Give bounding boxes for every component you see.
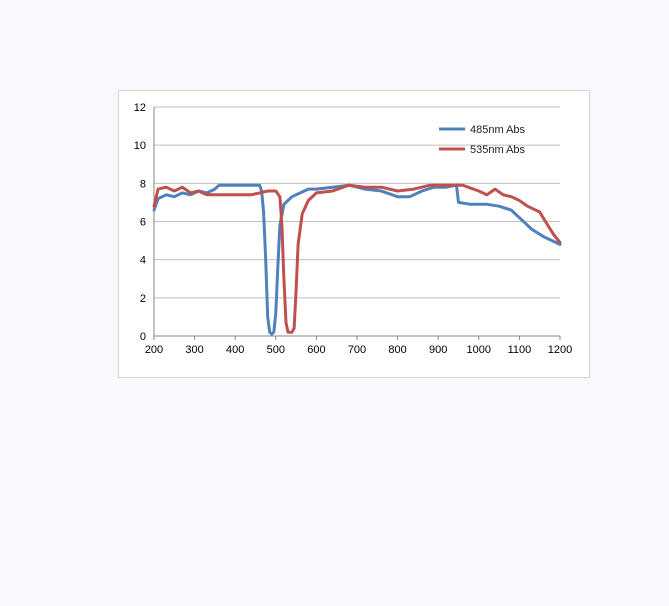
chart-card: 0 2 4 6 8 10 12 200 300 400 500 600 700 800 900 1000 110…: [118, 90, 590, 378]
legend-label-485nm: 485nm Abs: [470, 124, 526, 136]
x-tick-label-700: 700: [348, 344, 366, 356]
series-line-535nm-abs: [152, 183, 562, 334]
tick-labels: 0 2 4 6 8 10 12 200 300 400 500 600 700 800 900 1000 110…: [134, 102, 572, 356]
y-tick-label-6: 6: [140, 217, 146, 229]
y-tick-label-10: 10: [134, 140, 146, 152]
y-tick-label-0: 0: [140, 331, 146, 343]
x-tick-label-600: 600: [307, 344, 325, 356]
legend: 485nm Abs 535nm Abs: [439, 124, 526, 156]
series-lines: [152, 183, 562, 336]
x-tick-label-900: 900: [429, 344, 447, 356]
axes: [153, 107, 561, 340]
x-tick-label-1000: 1000: [467, 344, 491, 356]
absorbance-line-chart: 0 2 4 6 8 10 12 200 300 400 500 600 700 800 900 1000 110…: [134, 102, 572, 356]
y-tick-label-12: 12: [134, 102, 146, 114]
x-tick-label-500: 500: [267, 344, 285, 356]
legend-label-535nm: 535nm Abs: [470, 144, 526, 156]
x-tick-label-800: 800: [388, 344, 406, 356]
y-tick-label-4: 4: [140, 255, 146, 267]
x-tick-label-1100: 1100: [508, 344, 532, 356]
x-tick-label-400: 400: [226, 344, 244, 356]
x-tick-label-200: 200: [145, 344, 163, 356]
x-tick-label-300: 300: [185, 344, 203, 356]
gridlines: [154, 106, 560, 299]
x-tick-label-1200: 1200: [548, 344, 572, 356]
y-tick-label-2: 2: [140, 293, 146, 305]
y-tick-label-8: 8: [140, 178, 146, 190]
